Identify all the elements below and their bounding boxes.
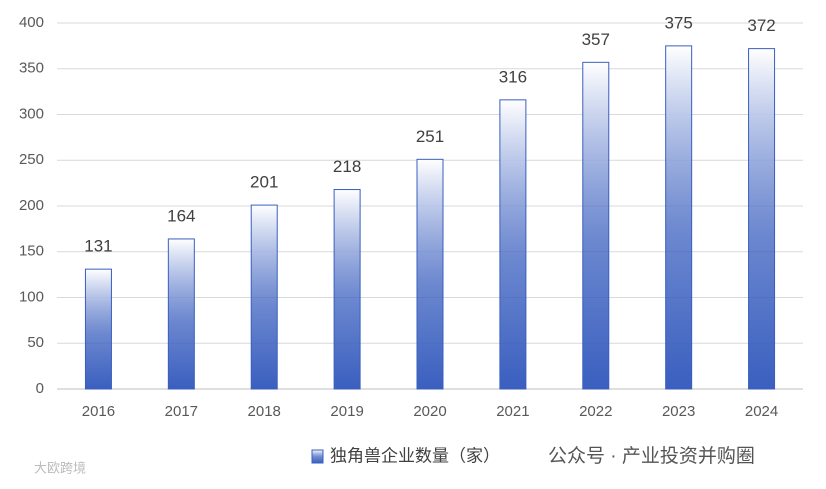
bar (250, 204, 278, 390)
value-label: 316 (499, 67, 527, 86)
watermark: 公众号 · 产业投资并购圈 (548, 445, 755, 467)
bar (84, 268, 112, 390)
y-tick-label: 250 (19, 151, 44, 168)
bar (416, 158, 444, 390)
y-tick-label: 50 (27, 334, 44, 351)
bar (665, 45, 693, 390)
x-tick-label: 2022 (579, 403, 612, 420)
y-tick-label: 400 (19, 14, 44, 31)
x-tick-label: 2018 (248, 403, 281, 420)
x-tick-label: 2023 (662, 403, 695, 420)
x-tick-label: 2024 (745, 403, 778, 420)
watermark: 大欧跨境 (34, 460, 86, 475)
bar (333, 189, 361, 390)
x-tick-label: 2019 (330, 403, 363, 420)
value-label: 218 (333, 157, 361, 176)
x-tick-label: 2017 (165, 403, 198, 420)
y-tick-label: 100 (19, 288, 44, 305)
y-tick-label: 0 (36, 380, 44, 397)
x-tick-label: 2021 (496, 403, 529, 420)
value-label: 375 (664, 13, 692, 32)
bar (499, 99, 527, 390)
y-tick-label: 350 (19, 60, 44, 77)
x-tick-label: 2016 (82, 403, 115, 420)
value-label: 251 (416, 127, 444, 146)
bar (748, 48, 776, 390)
value-label: 201 (250, 173, 278, 192)
bar (582, 61, 610, 390)
y-tick-label: 150 (19, 243, 44, 260)
x-tick-label: 2020 (413, 403, 446, 420)
value-label: 372 (747, 16, 775, 35)
legend-label: 独角兽企业数量（家） (330, 446, 500, 465)
y-tick-label: 200 (19, 197, 44, 214)
value-label: 357 (582, 30, 610, 49)
bar (167, 238, 195, 390)
legend-swatch (311, 449, 324, 464)
value-label: 131 (84, 237, 112, 256)
value-label: 164 (167, 206, 195, 225)
y-tick-label: 300 (19, 105, 44, 122)
